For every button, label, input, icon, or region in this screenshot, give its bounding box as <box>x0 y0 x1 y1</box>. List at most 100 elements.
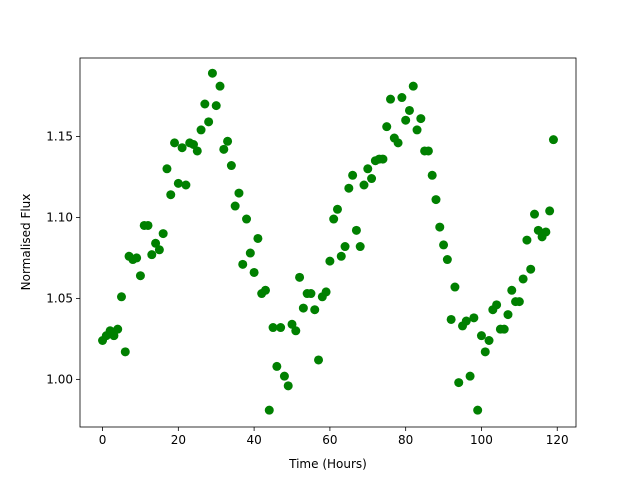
scatter-point <box>446 314 456 324</box>
x-tick-label: 80 <box>398 433 413 447</box>
scatter-point <box>492 300 502 310</box>
scatter-point <box>541 227 551 237</box>
scatter-point <box>192 146 202 156</box>
scatter-point <box>321 287 331 297</box>
scatter-point <box>226 161 236 171</box>
scatter-point <box>276 323 286 333</box>
scatter-point <box>545 206 555 216</box>
scatter-point <box>310 305 320 315</box>
scatter-point <box>268 323 278 333</box>
scatter-point <box>177 143 187 153</box>
scatter-point <box>143 220 153 230</box>
scatter-point <box>454 378 464 388</box>
y-axis-label: Normalised Flux <box>19 194 33 291</box>
scatter-point <box>219 144 229 154</box>
scatter-point <box>116 292 126 302</box>
scatter-point <box>442 255 452 265</box>
scatter-point <box>503 310 513 320</box>
plot-frame <box>79 57 577 428</box>
scatter-point <box>158 229 168 239</box>
x-tick-label: 20 <box>171 433 186 447</box>
scatter-point <box>113 324 123 334</box>
scatter-point <box>260 285 270 295</box>
scatter-point <box>530 209 540 219</box>
x-tick-label: 100 <box>470 433 493 447</box>
scatter-point <box>401 115 411 125</box>
y-tick-label: 1.00 <box>46 372 73 386</box>
scatter-point <box>507 285 517 295</box>
scatter-point <box>200 99 210 109</box>
scatter-point <box>336 251 346 261</box>
scatter-point <box>325 256 335 266</box>
scatter-point <box>207 68 217 78</box>
scatter-point <box>234 188 244 198</box>
scatter-point <box>423 146 433 156</box>
x-tick-label: 40 <box>246 433 261 447</box>
scatter-point <box>272 361 282 371</box>
scatter-point <box>132 253 142 263</box>
scatter-point <box>382 122 392 132</box>
scatter-point <box>378 154 388 164</box>
scatter-point <box>359 180 369 190</box>
scatter-point <box>404 105 414 115</box>
scatter-point <box>476 331 486 341</box>
scatter-point <box>393 138 403 148</box>
scatter-point <box>306 289 316 299</box>
scatter-point <box>230 201 240 211</box>
scatter-point <box>295 272 305 282</box>
scatter-point <box>287 319 297 329</box>
scatter-point <box>435 222 445 232</box>
scatter-point <box>332 204 342 214</box>
scatter-point <box>480 347 490 357</box>
scatter-point <box>484 336 494 346</box>
scatter-point <box>279 371 289 381</box>
scatter-point <box>314 355 324 365</box>
scatter-point <box>173 178 183 188</box>
scatter-point <box>431 195 441 205</box>
scatter-point <box>181 180 191 190</box>
scatter-point <box>533 225 543 235</box>
scatter-point <box>363 164 373 174</box>
scatter-point <box>450 282 460 292</box>
scatter-point <box>386 94 396 104</box>
scatter-point <box>329 214 339 224</box>
scatter-point <box>215 81 225 91</box>
scatter-point <box>397 93 407 103</box>
scatter-point <box>204 117 214 127</box>
scatter-point <box>469 313 479 323</box>
scatter-point <box>253 233 263 243</box>
y-tick-label: 1.10 <box>46 210 73 224</box>
scatter-point <box>223 136 233 146</box>
scatter-point <box>439 240 449 250</box>
scatter-point <box>109 331 119 341</box>
scatter-point <box>245 248 255 258</box>
scatter-point <box>348 170 358 180</box>
scatter-point <box>162 164 172 174</box>
scatter-point <box>344 183 354 193</box>
scatter-point <box>427 170 437 180</box>
scatter-point <box>461 316 471 326</box>
scatter-point <box>412 125 422 135</box>
scatter-point <box>514 297 524 307</box>
scatter-point <box>291 326 301 336</box>
scatter-point <box>367 174 377 184</box>
scatter-point <box>499 324 509 334</box>
scatter-point <box>355 242 365 252</box>
scatter-point <box>242 214 252 224</box>
scatter-point <box>166 190 176 200</box>
y-tick-label: 1.15 <box>46 129 73 143</box>
scatter-point <box>526 264 536 274</box>
scatter-point <box>264 405 274 415</box>
scatter-point <box>548 135 558 145</box>
scatter-point <box>196 125 206 135</box>
scatter-point <box>340 242 350 252</box>
x-tick-label: 120 <box>546 433 569 447</box>
x-axis-label: Time (Hours) <box>288 457 367 471</box>
scatter-point <box>416 114 426 124</box>
scatter-point <box>465 371 475 381</box>
scatter-point <box>154 245 164 255</box>
scatter-point <box>211 101 221 111</box>
y-tick-label: 1.05 <box>46 291 73 305</box>
scatter-point <box>522 235 532 245</box>
